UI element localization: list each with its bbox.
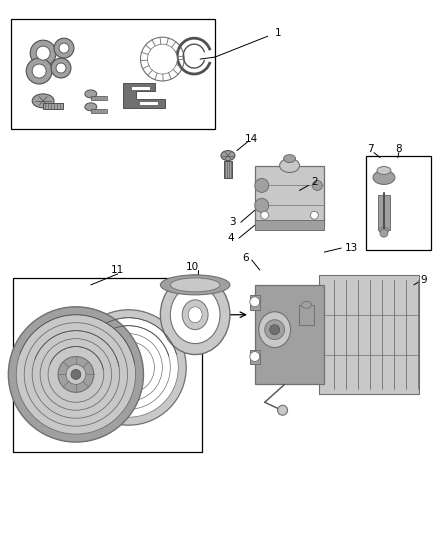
Bar <box>224 160 232 179</box>
Bar <box>378 196 390 230</box>
Circle shape <box>115 353 142 382</box>
Bar <box>13 278 202 452</box>
Circle shape <box>103 342 155 393</box>
Circle shape <box>59 43 69 53</box>
Ellipse shape <box>160 275 230 295</box>
Bar <box>255 285 324 384</box>
Bar <box>131 86 150 90</box>
Ellipse shape <box>85 103 97 111</box>
Circle shape <box>48 346 104 402</box>
Ellipse shape <box>32 94 54 108</box>
Text: 2: 2 <box>311 177 318 188</box>
Text: 10: 10 <box>186 262 199 272</box>
Bar <box>255 220 324 230</box>
Circle shape <box>16 315 135 434</box>
Circle shape <box>51 58 71 78</box>
Circle shape <box>95 334 162 401</box>
Bar <box>91 109 107 113</box>
Circle shape <box>312 181 322 190</box>
Circle shape <box>58 357 94 392</box>
Polygon shape <box>123 83 165 108</box>
Circle shape <box>141 37 184 81</box>
Ellipse shape <box>279 158 300 173</box>
Ellipse shape <box>221 151 235 160</box>
Text: 8: 8 <box>396 143 402 154</box>
Circle shape <box>265 320 285 340</box>
Text: 9: 9 <box>420 275 427 285</box>
Text: 7: 7 <box>367 143 373 154</box>
Circle shape <box>30 40 56 66</box>
Circle shape <box>148 44 177 74</box>
Ellipse shape <box>283 155 296 163</box>
Bar <box>43 103 63 109</box>
Ellipse shape <box>170 278 220 292</box>
Circle shape <box>311 211 318 219</box>
Bar <box>300 305 314 325</box>
Text: 11: 11 <box>111 265 124 275</box>
Ellipse shape <box>170 286 220 344</box>
Circle shape <box>261 211 268 219</box>
Circle shape <box>54 38 74 58</box>
Bar <box>319 275 419 394</box>
Circle shape <box>40 338 112 410</box>
Circle shape <box>8 307 144 442</box>
Ellipse shape <box>377 166 391 174</box>
Circle shape <box>270 325 279 335</box>
Circle shape <box>71 369 81 379</box>
Ellipse shape <box>160 275 230 354</box>
Circle shape <box>87 326 170 409</box>
Text: 14: 14 <box>245 134 258 144</box>
Circle shape <box>66 365 86 384</box>
Bar <box>250 295 260 310</box>
Text: 4: 4 <box>228 233 234 243</box>
Circle shape <box>71 310 186 425</box>
Circle shape <box>79 318 178 417</box>
Ellipse shape <box>182 300 208 330</box>
Circle shape <box>122 360 135 375</box>
Circle shape <box>250 297 260 307</box>
Circle shape <box>278 405 288 415</box>
Text: 6: 6 <box>243 253 249 263</box>
Circle shape <box>32 64 46 78</box>
Circle shape <box>32 330 120 418</box>
Text: 3: 3 <box>230 217 236 227</box>
Circle shape <box>26 58 52 84</box>
Bar <box>366 156 431 250</box>
Ellipse shape <box>259 312 290 348</box>
Bar <box>250 350 260 365</box>
Bar <box>255 166 324 225</box>
Circle shape <box>250 352 260 361</box>
Circle shape <box>24 322 127 426</box>
Circle shape <box>36 46 50 60</box>
Circle shape <box>255 179 268 192</box>
Text: 13: 13 <box>345 243 358 253</box>
Ellipse shape <box>373 171 395 184</box>
Text: 1: 1 <box>274 28 281 38</box>
Bar <box>138 101 159 105</box>
Bar <box>91 96 107 100</box>
Circle shape <box>255 198 268 212</box>
Ellipse shape <box>301 301 311 308</box>
Circle shape <box>56 63 66 73</box>
Ellipse shape <box>188 307 202 322</box>
Ellipse shape <box>379 227 389 233</box>
Bar <box>11 19 215 129</box>
Circle shape <box>380 229 388 237</box>
Ellipse shape <box>85 90 97 98</box>
